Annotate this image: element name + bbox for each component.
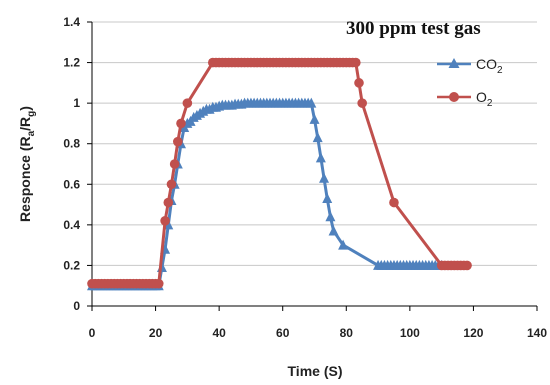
y-axis-label: Responce (Ra/Rg): [17, 106, 37, 222]
y-tick-label: 0: [73, 299, 80, 313]
legend-item-o2: O2: [437, 89, 493, 109]
x-tick-label: 0: [89, 326, 96, 340]
x-tick-label: 80: [340, 326, 354, 340]
y-axis-label-mid: /R: [17, 117, 33, 131]
x-tick-label: 140: [527, 326, 547, 340]
data-point-co2: [328, 225, 339, 236]
data-point-o2: [166, 179, 177, 190]
legend-label-o2-base: O: [476, 89, 487, 105]
data-point-o2: [153, 278, 164, 289]
y-axis-label-pre: Responce (R: [17, 136, 33, 222]
legend: CO2 O2: [437, 56, 503, 109]
data-point-o2: [357, 98, 367, 108]
y-tick-label: 0.4: [63, 218, 80, 232]
data-point-co2: [338, 239, 349, 250]
data-point-o2: [351, 57, 361, 68]
series-o2: [87, 57, 472, 289]
x-tick-label: 40: [212, 326, 226, 340]
x-axis-label: Time (S): [288, 363, 343, 379]
legend-label-co2-base: CO: [476, 56, 497, 72]
plot-area: [87, 57, 472, 291]
y-tick-label: 1: [73, 96, 80, 110]
axes: [91, 22, 537, 307]
legend-item-co2: CO2: [437, 56, 503, 76]
x-tick-labels: 0 20 40 60 80 100 120 140: [89, 306, 547, 340]
series-line-co2: [92, 101, 442, 288]
y-axis-label-sub-g: g: [26, 111, 37, 117]
data-point-co2: [319, 172, 330, 183]
series-line-o2: [92, 61, 468, 286]
chart-title: 300 ppm test gas: [346, 18, 481, 39]
legend-label-co2: CO2: [476, 56, 503, 76]
data-point-o2: [173, 136, 183, 147]
data-point-o2: [176, 118, 186, 129]
legend-label-o2-sub: 2: [487, 98, 493, 109]
data-point-o2: [354, 78, 364, 88]
data-point-o2: [169, 159, 180, 169]
x-tick-label: 60: [276, 326, 290, 340]
y-tick-label: 0.2: [63, 258, 80, 272]
x-tick-label: 120: [463, 326, 483, 340]
data-point-o2: [160, 216, 170, 226]
data-point-o2: [462, 260, 472, 271]
y-tick-label: 1.2: [63, 56, 80, 70]
data-point-co2: [325, 211, 336, 222]
data-point-co2: [315, 152, 326, 163]
y-axis-label-sub-a: a: [26, 130, 37, 136]
data-point-co2: [312, 132, 323, 143]
y-axis-label-post: ): [17, 106, 33, 111]
data-point-co2: [322, 192, 333, 203]
data-point-o2: [389, 197, 399, 208]
y-tick-label: 0.8: [63, 137, 80, 151]
legend-marker-co2: [448, 58, 460, 68]
data-point-co2: [309, 113, 320, 124]
data-point-o2: [163, 197, 174, 208]
legend-label-co2-sub: 2: [497, 65, 503, 76]
y-tick-label: 1.4: [63, 15, 80, 29]
x-tick-label: 20: [149, 326, 163, 340]
y-tick-label: 0.6: [63, 177, 80, 191]
legend-label-o2: O2: [476, 89, 493, 109]
data-point-o2: [182, 98, 193, 108]
x-tick-label: 100: [400, 326, 420, 340]
data-point-co2: [306, 97, 317, 108]
legend-marker-o2: [449, 92, 459, 102]
y-tick-labels: 0 0.2 0.4 0.6 0.8 1 1.2 1.4: [63, 15, 92, 313]
